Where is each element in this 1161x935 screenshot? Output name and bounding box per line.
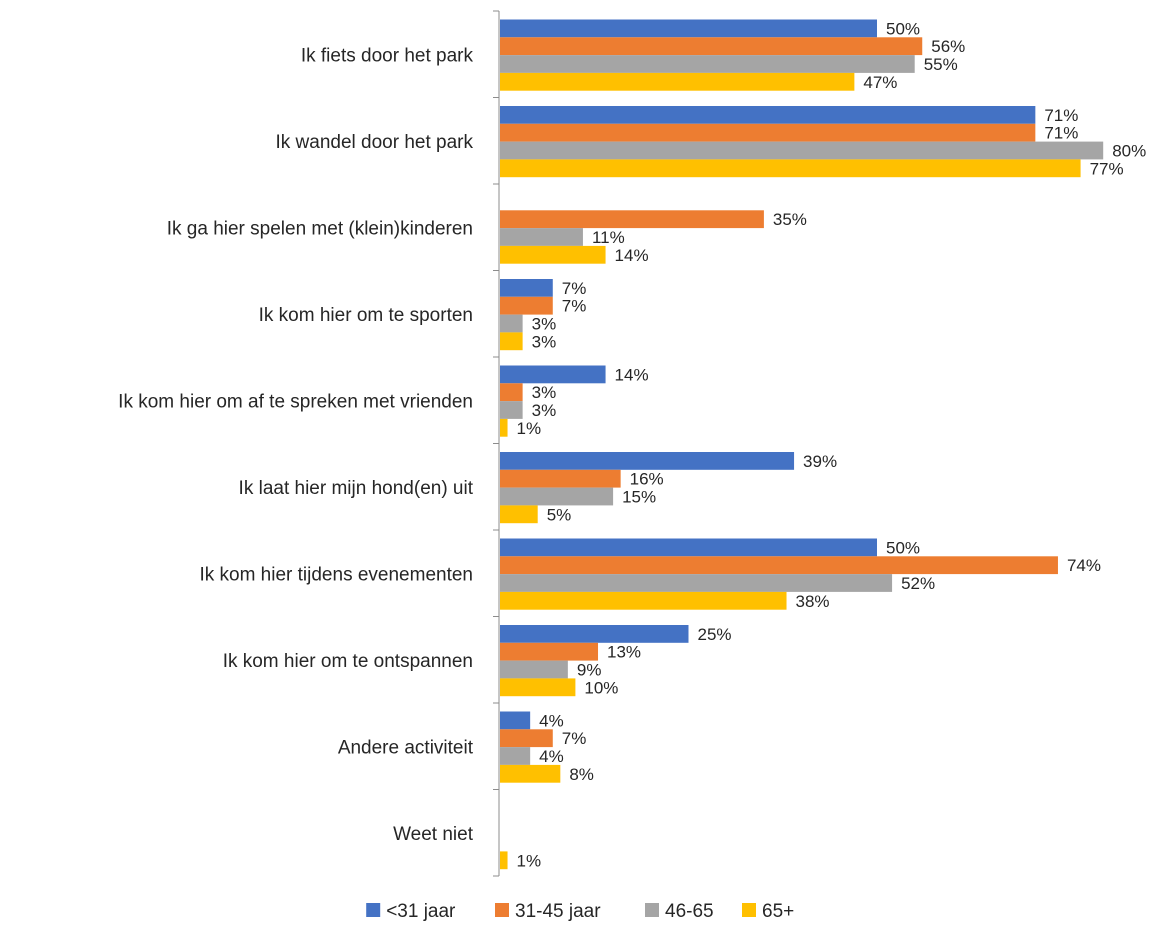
data-label: 52% (901, 574, 935, 593)
bar (500, 747, 531, 765)
category-axis (493, 10, 500, 877)
bar (500, 228, 583, 246)
data-label: 25% (698, 625, 732, 644)
legend-swatch (495, 903, 509, 917)
data-label: 10% (584, 678, 618, 697)
bar (500, 296, 553, 315)
data-label: 3% (532, 401, 557, 420)
legend: <31 jaar 31-45 jaar 46-65 65+ (366, 901, 794, 922)
data-label: 71% (1044, 106, 1078, 125)
bar (500, 556, 1058, 575)
data-label: 4% (539, 711, 564, 730)
bar (500, 314, 523, 333)
legend-swatch (645, 903, 659, 917)
bar (500, 141, 1104, 160)
category-label: Ik kom hier om te ontspannen (223, 651, 473, 672)
data-label: 35% (773, 210, 807, 229)
category-label: Ik fiets door het park (301, 45, 474, 66)
bar (500, 678, 576, 697)
data-label: 9% (577, 661, 602, 680)
data-label: 7% (562, 297, 587, 316)
bar (500, 625, 689, 643)
value-labels: 50%56%55%47%71%71%80%77%35%11%14%7%7%3%3… (517, 19, 1147, 870)
data-label: 38% (796, 592, 830, 611)
category-label: Ik kom hier om te sporten (259, 305, 473, 326)
bar (500, 574, 893, 592)
category-labels: Ik fiets door het park Ik wandel door het… (118, 45, 474, 845)
legend-label: <31 jaar (386, 901, 456, 922)
bar (500, 159, 1081, 178)
category-label: Ik kom hier om af te spreken met vriende… (118, 391, 473, 412)
category-label: Ik laat hier mijn hond(en) uit (239, 478, 474, 499)
bar (500, 452, 795, 470)
bar (500, 245, 606, 264)
data-label: 3% (532, 315, 557, 334)
category-label: Weet niet (393, 824, 474, 845)
data-label: 39% (803, 452, 837, 471)
data-label: 50% (886, 19, 920, 38)
bar (500, 106, 1036, 124)
category-label: Andere activiteit (338, 737, 474, 758)
bar (500, 19, 877, 38)
data-label: 55% (924, 55, 958, 74)
legend-label: 46-65 (665, 901, 714, 922)
data-label: 7% (562, 729, 587, 748)
bar (500, 764, 561, 783)
category-label: Ik kom hier tijdens evenementen (199, 564, 473, 585)
bar (500, 72, 855, 91)
data-label: 13% (607, 643, 641, 662)
bar (500, 279, 553, 297)
bar (500, 401, 523, 419)
legend-label: 31-45 jaar (515, 901, 601, 922)
data-label: 74% (1067, 556, 1101, 575)
legend-swatch (742, 903, 756, 917)
data-label: 3% (532, 332, 557, 351)
bar (500, 591, 787, 610)
bar (500, 487, 614, 506)
bar (500, 505, 538, 524)
data-label: 15% (622, 488, 656, 507)
bar (500, 37, 923, 56)
bars (500, 19, 1104, 870)
category-label: Ik wandel door het park (275, 132, 473, 153)
bar (500, 538, 877, 557)
bar (500, 469, 621, 488)
bar (500, 383, 523, 402)
data-label: 1% (517, 851, 542, 870)
bar (500, 642, 599, 661)
data-label: 8% (569, 765, 594, 784)
data-label: 80% (1112, 142, 1146, 161)
bar (500, 660, 568, 679)
bar (500, 210, 764, 229)
data-label: 11% (592, 228, 625, 247)
data-label: 3% (532, 383, 557, 402)
data-label: 7% (562, 279, 587, 298)
bar (500, 418, 508, 437)
category-label: Ik ga hier spelen met (klein)kinderen (167, 218, 473, 239)
legend-label: 65+ (762, 901, 794, 922)
bar (500, 55, 915, 73)
bar (500, 729, 553, 748)
data-label: 77% (1090, 159, 1124, 178)
data-label: 14% (615, 246, 649, 265)
data-label: 71% (1044, 124, 1078, 143)
data-label: 50% (886, 538, 920, 557)
data-label: 56% (931, 37, 965, 56)
bar (500, 365, 606, 384)
data-label: 16% (630, 470, 664, 489)
data-label: 4% (539, 747, 564, 766)
bar (500, 123, 1036, 142)
data-label: 5% (547, 505, 572, 524)
bar (500, 332, 523, 351)
data-label: 1% (517, 419, 542, 438)
bar (500, 851, 508, 870)
data-label: 47% (863, 73, 897, 92)
legend-swatch (366, 903, 381, 917)
data-label: 14% (615, 365, 649, 384)
bar (500, 711, 531, 730)
